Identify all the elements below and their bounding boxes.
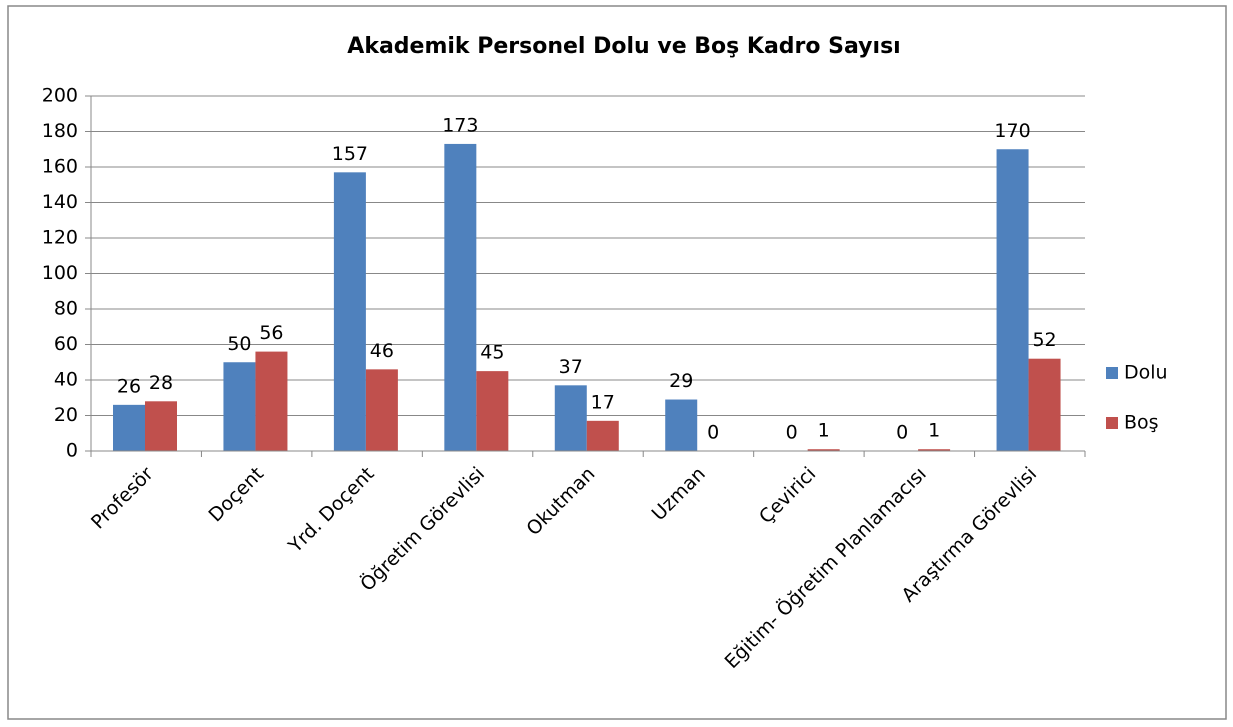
data-label: 0	[896, 422, 908, 444]
legend-swatch	[1106, 367, 1118, 379]
data-label: 28	[149, 372, 173, 394]
bar	[586, 420, 619, 451]
bar	[113, 404, 145, 451]
bar	[918, 449, 951, 451]
data-label: 0	[786, 422, 798, 444]
chart-title: Akademik Personel Dolu ve Boş Kadro Sayı…	[347, 34, 900, 59]
bar	[554, 385, 587, 451]
bar	[665, 399, 698, 451]
data-label: 1	[928, 420, 940, 442]
legend-swatch	[1106, 417, 1118, 429]
y-tick-label: 20	[54, 404, 78, 426]
data-label: 173	[442, 114, 478, 136]
y-tick-label: 160	[42, 156, 78, 178]
y-tick-label: 180	[42, 120, 78, 142]
data-label: 1	[818, 420, 830, 442]
data-label: 17	[591, 391, 615, 413]
y-tick-label: 0	[66, 440, 78, 462]
data-label: 37	[559, 356, 583, 378]
data-label: 0	[707, 422, 719, 444]
bar	[333, 172, 366, 451]
y-tick-label: 140	[42, 191, 78, 213]
data-label: 157	[332, 143, 368, 165]
bar	[223, 362, 256, 451]
legend-label: Boş	[1124, 412, 1159, 434]
bar	[1028, 358, 1061, 451]
data-label: 45	[480, 342, 504, 364]
y-tick-label: 120	[42, 227, 78, 249]
bar	[996, 149, 1029, 451]
y-tick-label: 60	[54, 333, 78, 355]
data-label: 170	[994, 120, 1030, 142]
y-tick-label: 40	[54, 369, 78, 391]
data-label: 46	[370, 340, 394, 362]
bar	[444, 143, 477, 452]
y-tick-label: 80	[54, 298, 78, 320]
data-label: 52	[1032, 329, 1056, 351]
data-label: 56	[259, 322, 283, 344]
y-tick-label: 200	[42, 85, 78, 107]
bar	[145, 401, 177, 451]
bar	[365, 369, 398, 451]
data-label: 26	[117, 375, 141, 397]
bar	[255, 351, 288, 451]
bar	[476, 371, 509, 451]
y-tick-label: 100	[42, 262, 78, 284]
legend-label: Dolu	[1124, 362, 1168, 384]
data-label: 50	[227, 333, 251, 355]
bar	[807, 449, 840, 451]
data-label: 29	[669, 370, 693, 392]
